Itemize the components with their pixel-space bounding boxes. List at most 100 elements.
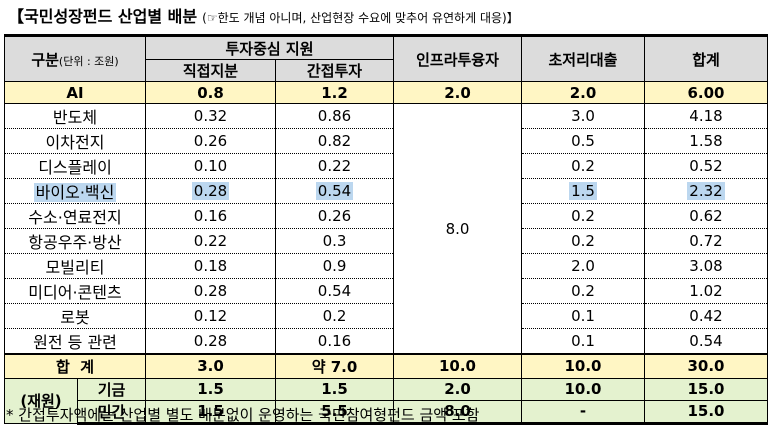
header-infra: 인프라투융자 <box>393 34 522 82</box>
header-indirect: 간접투자 <box>275 59 394 82</box>
row-total: 0.42 <box>644 303 768 329</box>
source-label: (재원) <box>4 377 78 424</box>
header-row-2: 직접지분 간접투자 <box>5 59 768 82</box>
row-total: 1.58 <box>644 128 768 154</box>
row-loan: 0.2 <box>521 153 645 179</box>
row-label: 모빌리티 <box>4 253 146 279</box>
header-row-1: 구분(단위 : 조원) 투자중심 지원 인프라투융자 초저리대출 합계 <box>4 34 768 82</box>
fund-loan: 10.0 <box>521 377 645 401</box>
row-loan: 2.0 <box>521 253 645 279</box>
table-row: 수소·연료전지 0.16 0.26 0.2 0.62 <box>4 203 768 229</box>
ai-row: AI 0.8 1.2 2.0 2.0 6.00 <box>4 81 768 104</box>
ai-loan: 2.0 <box>521 81 645 104</box>
ai-direct: 0.8 <box>145 81 276 104</box>
row-direct: 0.32 <box>145 103 276 129</box>
table-row: 반도체 0.32 0.86 8.0 3.0 4.18 <box>4 103 768 355</box>
row-total: 4.18 <box>644 103 768 129</box>
row-total: 3.08 <box>644 253 768 279</box>
allocation-table: 구분(단위 : 조원) 투자중심 지원 인프라투융자 초저리대출 합계 직접지분… <box>4 34 768 425</box>
ai-infra: 2.0 <box>393 81 522 104</box>
row-total: 1.02 <box>644 278 768 304</box>
document-title: 【국민성장펀드 산업별 배분 (☞한도 개념 아니며, 산업현장 수요에 맞추어… <box>8 4 519 30</box>
row-indirect: 0.54 <box>275 178 394 204</box>
row-loan: 0.2 <box>521 278 645 304</box>
private-label: 민간 <box>77 399 146 425</box>
total-direct: 3.0 <box>145 353 276 379</box>
private-total: 15.0 <box>644 399 768 425</box>
row-label: 원전 등 관련 <box>4 328 146 355</box>
row-direct: 0.22 <box>145 228 276 254</box>
row-indirect: 0.16 <box>275 328 394 355</box>
row-direct: 0.18 <box>145 253 276 279</box>
table-row: 미디어·콘텐츠 0.28 0.54 0.2 1.02 <box>4 278 768 304</box>
table-row-highlighted: 바이오·백신 0.28 0.54 1.5 2.32 <box>4 178 768 204</box>
header-category: 구분(단위 : 조원) <box>4 34 146 82</box>
fund-label: 기금 <box>77 377 146 401</box>
table-row: 디스플레이 0.10 0.22 0.2 0.52 <box>4 153 768 179</box>
row-loan: 0.1 <box>521 303 645 329</box>
row-label: 수소·연료전지 <box>4 203 146 229</box>
private-direct: 1.5 <box>145 399 276 425</box>
total-indirect: 약 7.0 <box>275 353 394 379</box>
row-label: 항공우주·방산 <box>4 228 146 254</box>
title-note: (☞한도 개념 아니며, 산업현장 수요에 맞추어 유연하게 대응)】 <box>202 11 519 25</box>
header-unit: (단위 : 조원) <box>58 54 119 68</box>
row-direct: 0.28 <box>145 178 276 204</box>
header-loan: 초저리대출 <box>521 34 645 82</box>
highlight-indirect: 0.54 <box>315 182 354 200</box>
infra-merged-cell: 8.0 <box>393 103 522 355</box>
row-indirect: 0.86 <box>275 103 394 129</box>
row-label: 반도체 <box>4 103 146 129</box>
row-indirect: 0.82 <box>275 128 394 154</box>
fund-total: 15.0 <box>644 377 768 401</box>
title-main: 【국민성장펀드 산업별 배분 <box>8 7 198 26</box>
total-infra: 10.0 <box>393 353 522 379</box>
source-row-fund: (재원) 기금 1.5 1.5 2.0 10.0 15.0 <box>4 377 768 424</box>
row-total: 0.62 <box>644 203 768 229</box>
highlight-direct: 0.28 <box>191 182 230 200</box>
table-row: 로봇 0.12 0.2 0.1 0.42 <box>4 303 768 329</box>
header-total: 합계 <box>644 34 768 82</box>
ai-indirect: 1.2 <box>275 81 394 104</box>
row-indirect: 0.9 <box>275 253 394 279</box>
table-row: 모빌리티 0.18 0.9 2.0 3.08 <box>4 253 768 279</box>
private-indirect: 5.5 <box>275 399 394 425</box>
highlight-total: 2.32 <box>687 182 725 200</box>
highlight-label: 바이오·백신 <box>33 183 117 202</box>
row-loan: 1.5 <box>521 178 645 204</box>
row-indirect: 0.3 <box>275 228 394 254</box>
total-label: 합 계 <box>4 353 146 379</box>
row-total: 0.54 <box>644 328 768 355</box>
row-loan: 0.2 <box>521 228 645 254</box>
total-total: 30.0 <box>644 353 768 379</box>
ai-label: AI <box>4 81 146 104</box>
row-label: 이차전지 <box>4 128 146 154</box>
source-row-private: 민간 1.5 5.5 8.0 - 15.0 <box>5 399 768 425</box>
row-label: 디스플레이 <box>4 153 146 179</box>
row-loan: 0.1 <box>521 328 645 355</box>
fund-infra: 2.0 <box>393 377 522 401</box>
row-label: 로봇 <box>4 303 146 329</box>
highlight-loan: 1.5 <box>569 182 597 200</box>
row-indirect: 0.54 <box>275 278 394 304</box>
ai-total: 6.00 <box>644 81 768 104</box>
row-total: 0.52 <box>644 153 768 179</box>
row-direct: 0.12 <box>145 303 276 329</box>
table-row: 이차전지 0.26 0.82 0.5 1.58 <box>4 128 768 154</box>
row-loan: 0.5 <box>521 128 645 154</box>
row-direct: 0.28 <box>145 278 276 304</box>
header-investment-support: 투자중심 지원 <box>145 34 394 60</box>
row-loan: 3.0 <box>521 103 645 129</box>
row-direct: 0.10 <box>145 153 276 179</box>
row-direct: 0.26 <box>145 128 276 154</box>
row-indirect: 0.26 <box>275 203 394 229</box>
header-direct: 직접지분 <box>145 59 276 82</box>
header-category-label: 구분 <box>31 50 59 69</box>
row-indirect: 0.22 <box>275 153 394 179</box>
row-loan: 0.2 <box>521 203 645 229</box>
private-loan: - <box>521 399 645 425</box>
fund-direct: 1.5 <box>145 377 276 401</box>
table-row: 원전 등 관련 0.28 0.16 0.1 0.54 <box>4 328 768 355</box>
row-direct: 0.28 <box>145 328 276 355</box>
row-indirect: 0.2 <box>275 303 394 329</box>
